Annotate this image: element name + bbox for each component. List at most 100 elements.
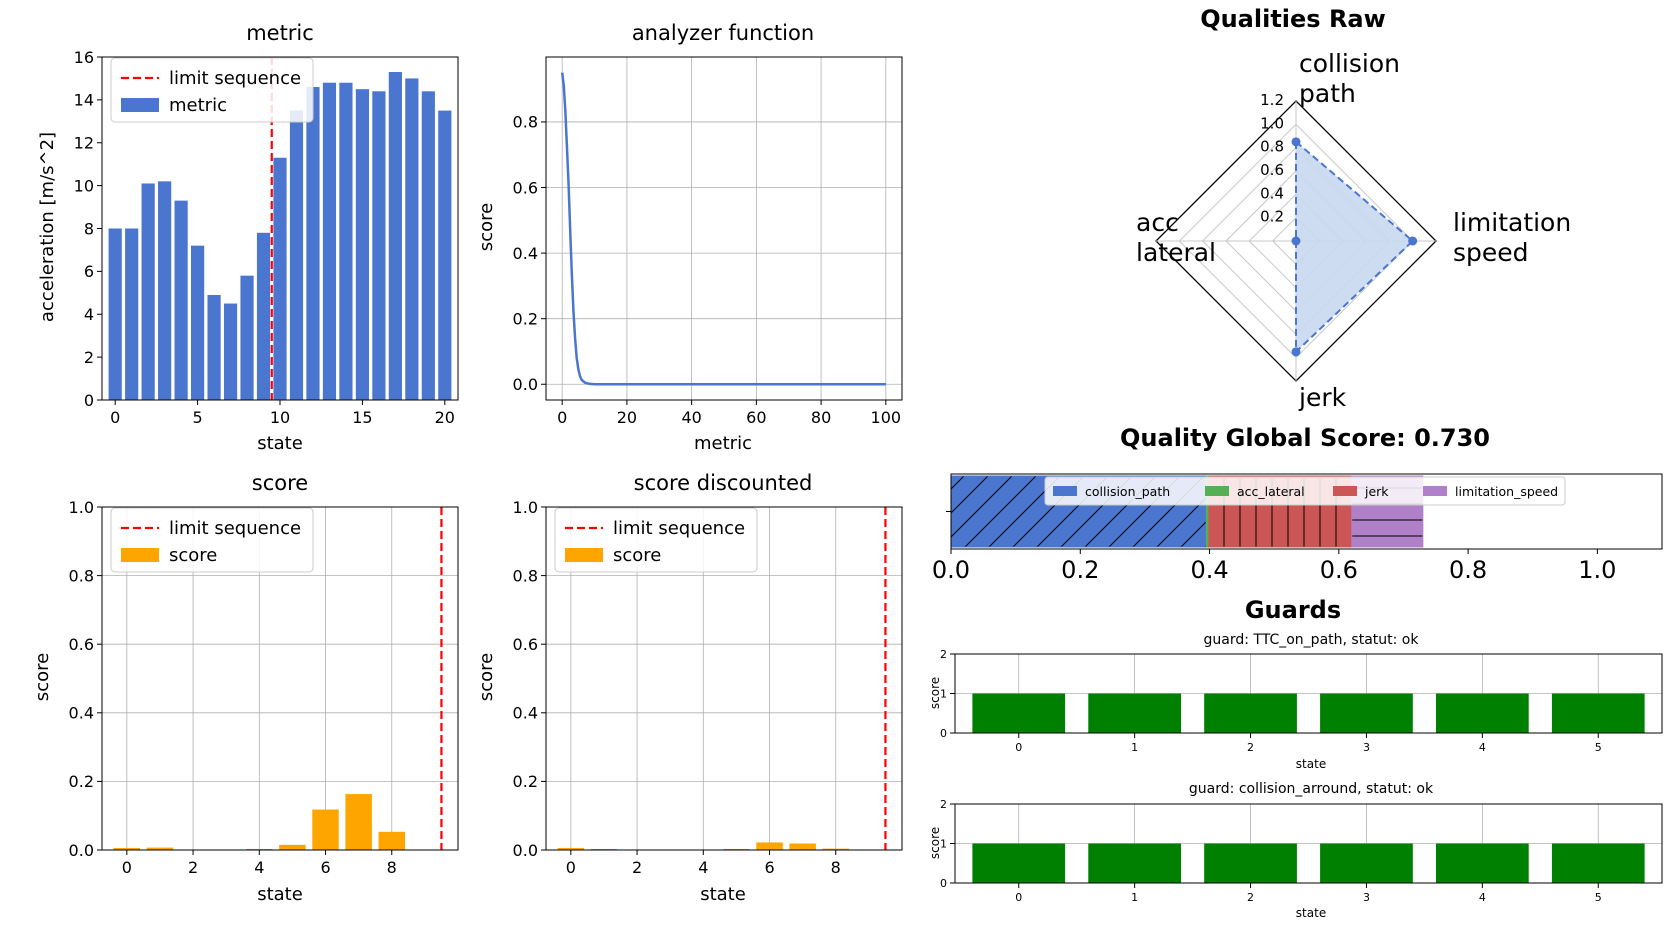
metric-bar [256,232,271,400]
guards-collision-bar [1551,843,1645,883]
analyzer-ytick-label: 0.6 [513,178,538,197]
analyzer-title: analyzer function [632,21,814,45]
metric-bar [158,181,172,400]
guards-collision-bar [1088,843,1182,883]
score-discounted-frame [545,506,903,851]
analyzer-ytick-label: 0.0 [513,375,538,394]
analyzer-xtick-label: 40 [681,408,701,427]
analyzer-ytick-label: 0.4 [513,244,538,263]
score-ytick-label: 0.0 [69,841,94,860]
score-bar [312,809,339,850]
score-discounted-legend-swatch [565,548,603,562]
score-discounted-ytick-label: 0.2 [513,772,538,791]
guards-ttc-xtick-label: 0 [1015,741,1022,754]
score-discounted-ytick-label: 0.4 [513,704,538,723]
score-xtick-label: 2 [188,858,198,877]
guards-ttc-bar [972,693,1066,733]
metric-bar [372,91,386,401]
score-legend [110,507,314,573]
global-score-legend-swatch [1333,486,1357,496]
score-discounted-ytick-label: 0.8 [513,566,538,585]
score-bar [113,847,141,850]
global-score-legend-label: acc_lateral [1237,484,1305,499]
score-discounted-legend-label: score [613,545,661,566]
metric-bar [191,245,205,400]
guard-collision-title: guard: collision_arround, statut: ok [1189,781,1434,797]
guards-ttc-panel: 0 1 2 3 4 5 0 1 2 [940,648,1663,754]
score-ytick-label: 0.4 [69,704,94,723]
metric-ytick-label: 4 [84,305,94,324]
score-discounted-xtick-label: 6 [764,858,774,877]
score-discounted-bar [723,848,750,850]
metric-panel: 0 5 10 15 20 0 2 4 6 8 10 12 14 16 limit sequence metri… [74,48,459,427]
radar-axis-label: jerk [1298,383,1347,412]
score-bar [279,844,306,850]
radar-data-point [1291,236,1301,246]
metric-bar [240,275,254,400]
global-score-legend-label: limitation_speed [1455,484,1558,499]
score-xtick-label: 0 [122,858,132,877]
metric-bar [223,303,238,400]
score-legend-label: score [169,545,217,566]
metric-bar [289,110,304,400]
metric-legend-label: limit sequence [169,68,301,89]
global-score-xtick-label: 0.4 [1190,556,1228,584]
score-ytick-label: 0.2 [69,772,94,791]
metric-bar [322,82,337,400]
metric-ylabel: acceleration [m/s^2] [37,132,58,322]
guards-ttc-ytick-label: 0 [940,727,947,740]
score-xtick-label: 6 [320,858,330,877]
score-discounted-ytick-label: 0.6 [513,635,538,654]
guards-ttc-ytick-label: 1 [940,687,947,700]
score-bar [246,848,273,850]
metric-ytick-label: 0 [84,391,94,410]
metric-bar [207,294,221,400]
radar-title: Qualities Raw [1200,5,1386,33]
metric-ytick-label: 8 [84,219,94,238]
analyzer-xlabel: metric [694,433,752,454]
guards-collision-xtick-label: 1 [1131,891,1138,904]
score-discounted-xtick-label: 4 [698,858,708,877]
radar-rtick-label: 0.4 [1260,184,1284,202]
metric-ytick-label: 2 [84,348,94,367]
score-discounted-bar [789,843,816,850]
analyzer-frame [545,56,903,401]
guards-collision-xtick-label: 0 [1015,891,1022,904]
metric-bar [438,110,452,400]
global-score-title: Quality Global Score: 0.730 [1120,424,1490,452]
guards-title: Guards [1245,596,1341,624]
guard-ttc-xlabel: state [1296,757,1326,771]
metric-bar [306,87,320,400]
guards-collision-ytick-label: 0 [940,877,947,890]
score-bar [378,831,406,850]
metric-xlabel: state [257,433,303,454]
global-score-legend [1044,476,1566,506]
analyzer-line [560,72,886,386]
radar-data-point [1291,137,1301,147]
score-discounted-bar [756,842,783,850]
global-score-legend-label: jerk [1364,484,1389,499]
metric-legend [110,57,314,123]
guards-collision-xtick-label: 3 [1363,891,1370,904]
guards-collision-panel: 0 1 2 3 4 5 0 1 2 [940,798,1663,904]
guards-ttc-bar [1088,693,1182,733]
score-discounted-xtick-label: 2 [632,858,642,877]
radar-axis-label: acc lateral [1136,208,1216,267]
radar-data-polygon [1295,139,1415,355]
score-discounted-xtick-label: 8 [831,858,841,877]
score-discounted-ytick-label: 0.0 [513,841,538,860]
metric-ytick-label: 14 [74,91,94,110]
score-ytick-label: 0.8 [69,566,94,585]
radar-rtick-label: 1.2 [1260,91,1284,109]
guards-ttc-ytick-label: 2 [940,648,947,661]
score-xlabel: state [257,884,303,905]
guards-ttc-bar [1435,693,1529,733]
global-score-legend-swatch [1423,486,1447,496]
guards-ttc-xtick-label: 1 [1131,741,1138,754]
score-xtick-label: 4 [254,858,264,877]
radar-data-point [1291,347,1301,357]
guards-ttc-bar [1320,693,1413,733]
analyzer-xtick-label: 20 [617,408,637,427]
radar-panel: 0.2 0.4 0.6 0.8 1.0 1.2 collision path limitatio… [1136,49,1571,412]
